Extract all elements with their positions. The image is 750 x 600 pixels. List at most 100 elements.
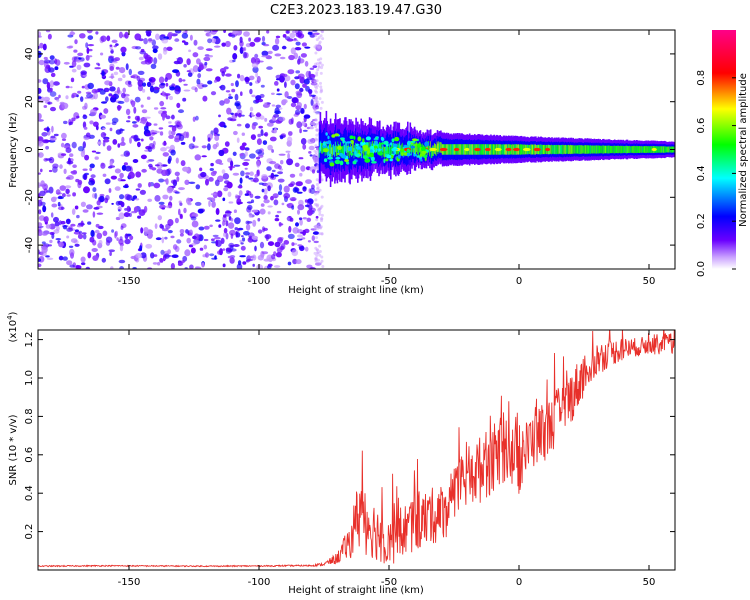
heatmap-signal-core xyxy=(501,144,503,155)
heatmap-noise-speckle xyxy=(245,123,250,129)
y-tick-label: 40 xyxy=(24,48,35,61)
heatmap-noise-speckle xyxy=(277,191,283,196)
heatmap-noise-speckle xyxy=(245,220,250,225)
heatmap-noise-speckle xyxy=(205,252,209,258)
heatmap-noise-speckle xyxy=(315,38,319,42)
heatmap-noise-speckle xyxy=(218,122,225,127)
heatmap-signal-core xyxy=(565,145,568,154)
heatmap-noise-speckle xyxy=(153,254,158,257)
heatmap-signal-core xyxy=(481,144,484,155)
heatmap-noise-speckle xyxy=(275,252,282,258)
heatmap-noise-speckle xyxy=(245,223,251,231)
heatmap-noise-speckle xyxy=(160,249,165,255)
heatmap-noise-speckle xyxy=(104,178,111,185)
heatmap-signal-core xyxy=(613,145,616,154)
heatmap-noise-speckle xyxy=(292,187,298,193)
heatmap-noise-speckle xyxy=(178,208,181,216)
heatmap-signal-core xyxy=(440,142,443,153)
heatmap-noise-speckle xyxy=(297,234,303,238)
heatmap-noise-speckle xyxy=(307,199,312,203)
heatmap-signal-core xyxy=(361,147,363,159)
heatmap-noise-speckle xyxy=(309,126,314,130)
heatmap-noise-speckle xyxy=(183,207,187,214)
heatmap-noise-speckle xyxy=(224,209,232,217)
heatmap-noise-speckle xyxy=(199,247,204,251)
heatmap-signal-core xyxy=(568,144,570,154)
heatmap-signal-blob xyxy=(384,150,389,154)
heatmap-noise-speckle xyxy=(267,241,275,247)
heatmap-noise-speckle xyxy=(260,84,265,88)
heatmap-noise-speckle xyxy=(294,47,302,51)
x-tick-label: -50 xyxy=(381,276,397,287)
heatmap-noise-speckle xyxy=(203,225,210,230)
heatmap-noise-speckle xyxy=(118,259,126,264)
heatmap-signal-blob xyxy=(421,146,426,152)
heatmap-noise-speckle xyxy=(207,137,211,142)
heatmap-noise-speckle xyxy=(72,192,76,197)
heatmap-noise-speckle xyxy=(64,185,72,189)
heatmap-noise-speckle xyxy=(153,182,161,189)
heatmap-noise-speckle xyxy=(297,204,305,211)
heatmap-noise-speckle xyxy=(131,198,135,202)
heatmap-noise-speckle xyxy=(154,223,158,230)
heatmap-noise-speckle xyxy=(314,137,318,141)
heatmap-signal-core xyxy=(480,144,483,155)
heatmap-noise-speckle xyxy=(145,122,152,127)
heatmap-noise-speckle xyxy=(249,106,254,112)
heatmap-noise-speckle xyxy=(38,119,44,122)
heatmap-signal-core xyxy=(347,141,350,153)
heatmap-noise-speckle xyxy=(139,120,147,124)
heatmap-noise-speckle xyxy=(219,84,226,91)
heatmap-noise-speckle xyxy=(50,212,54,218)
heatmap-noise-speckle xyxy=(38,59,45,66)
heatmap-noise-speckle xyxy=(278,116,286,122)
heatmap-signal-core xyxy=(641,146,644,153)
heatmap-noise-speckle xyxy=(321,265,325,268)
heatmap-noise-speckle xyxy=(108,249,115,253)
heatmap-noise-speckle xyxy=(287,96,293,99)
heatmap-signal-blob xyxy=(337,152,340,156)
heatmap-noise-speckle xyxy=(109,127,113,132)
heatmap-noise-speckle xyxy=(280,160,284,165)
heatmap-noise-speckle xyxy=(237,112,242,118)
heatmap-noise-speckle xyxy=(274,37,280,45)
heatmap-signal-core xyxy=(352,141,355,152)
heatmap-noise-speckle xyxy=(211,201,216,208)
heatmap-noise-speckle xyxy=(260,129,264,137)
heatmap-noise-speckle xyxy=(56,99,60,102)
heatmap-noise-speckle xyxy=(306,77,313,81)
colorbar-ticks: 0.0 0.2 0.4 0.6 0.8 xyxy=(696,70,736,277)
heatmap-noise-speckle xyxy=(235,80,239,88)
heatmap-noise-speckle xyxy=(86,204,93,210)
y-tick-label: 0.2 xyxy=(24,524,35,540)
heatmap-noise-speckle xyxy=(121,92,126,99)
heatmap-signal-core xyxy=(333,144,335,155)
heatmap-hot-spot xyxy=(464,147,470,152)
heatmap-noise-speckle xyxy=(122,34,127,38)
heatmap-noise-speckle xyxy=(164,77,168,83)
heatmap-noise-speckle xyxy=(177,262,183,266)
heatmap-noise-speckle xyxy=(223,187,229,192)
heatmap-noise-speckle xyxy=(122,74,126,78)
heatmap-hot-spot xyxy=(494,147,502,152)
heatmap-signal-core xyxy=(468,144,471,155)
heatmap-noise-speckle xyxy=(319,88,323,92)
heatmap-signal-blob xyxy=(400,148,405,153)
heatmap-signal-core xyxy=(563,144,565,155)
heatmap-signal-blob xyxy=(386,154,392,159)
colorbar-tick-label: 0.8 xyxy=(696,70,707,86)
heatmap-noise-speckle xyxy=(276,88,280,92)
heatmap-noise-speckle xyxy=(132,121,137,124)
heatmap-noise-speckle xyxy=(270,195,274,201)
heatmap-noise-speckle xyxy=(299,172,303,177)
heatmap-noise-speckle xyxy=(146,96,151,100)
heatmap-noise-speckle xyxy=(283,192,291,199)
heatmap-signal-core xyxy=(354,145,356,156)
heatmap-noise-speckle xyxy=(296,121,303,129)
heatmap-noise-speckle xyxy=(168,130,172,136)
heatmap-noise-speckle xyxy=(271,169,276,173)
heatmap-noise-speckle xyxy=(71,60,77,68)
heatmap-noise-speckle xyxy=(120,46,127,53)
heatmap-noise-speckle xyxy=(65,188,70,194)
heatmap-signal-blob xyxy=(419,153,422,158)
